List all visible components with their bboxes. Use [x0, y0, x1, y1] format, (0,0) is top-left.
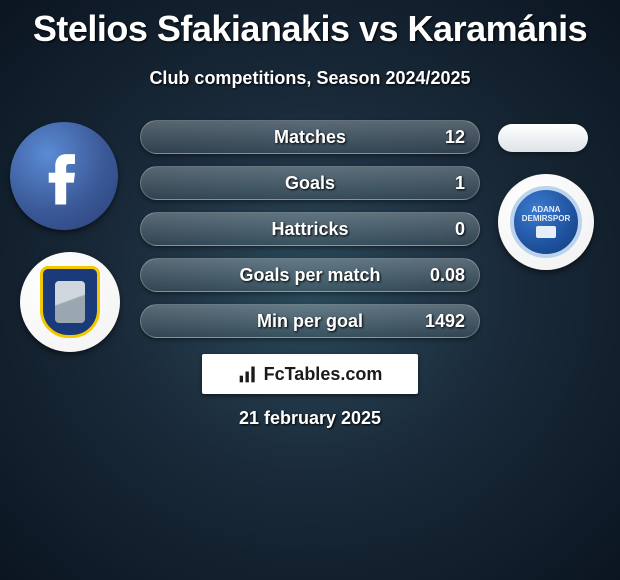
stat-value: 1492 [425, 311, 465, 332]
footer-date: 21 february 2025 [0, 408, 620, 429]
stat-row: Goals per match 0.08 [140, 258, 480, 292]
stat-row: Matches 12 [140, 120, 480, 154]
stat-value: 1 [455, 173, 465, 194]
player2-club-avatar: ADANA DEMIRSPOR [498, 174, 594, 270]
stat-label: Goals [285, 173, 335, 194]
stat-label: Hattricks [271, 219, 348, 240]
stat-pill-container: Matches 12 Goals 1 Hattricks 0 Goals per… [140, 120, 480, 350]
stat-value: 0 [455, 219, 465, 240]
stat-row: Hattricks 0 [140, 212, 480, 246]
facebook-avatar [10, 122, 118, 230]
stat-label: Min per goal [257, 311, 363, 332]
fctables-logo-box: FcTables.com [202, 354, 418, 394]
club1-badge-icon [40, 266, 100, 338]
page-title: Stelios Sfakianakis vs Karamánis [0, 0, 620, 50]
club2-badge-icon: ADANA DEMIRSPOR [510, 186, 582, 258]
page-subtitle: Club competitions, Season 2024/2025 [0, 68, 620, 89]
stat-row: Goals 1 [140, 166, 480, 200]
player2-chip [498, 124, 588, 152]
stat-value: 0.08 [430, 265, 465, 286]
facebook-icon [29, 141, 99, 211]
fctables-brand-text: FcTables.com [264, 364, 383, 385]
stat-label: Goals per match [239, 265, 380, 286]
chart-bars-icon [238, 364, 258, 384]
stat-value: 12 [445, 127, 465, 148]
stat-label: Matches [274, 127, 346, 148]
stat-row: Min per goal 1492 [140, 304, 480, 338]
player1-club-avatar [20, 252, 120, 352]
